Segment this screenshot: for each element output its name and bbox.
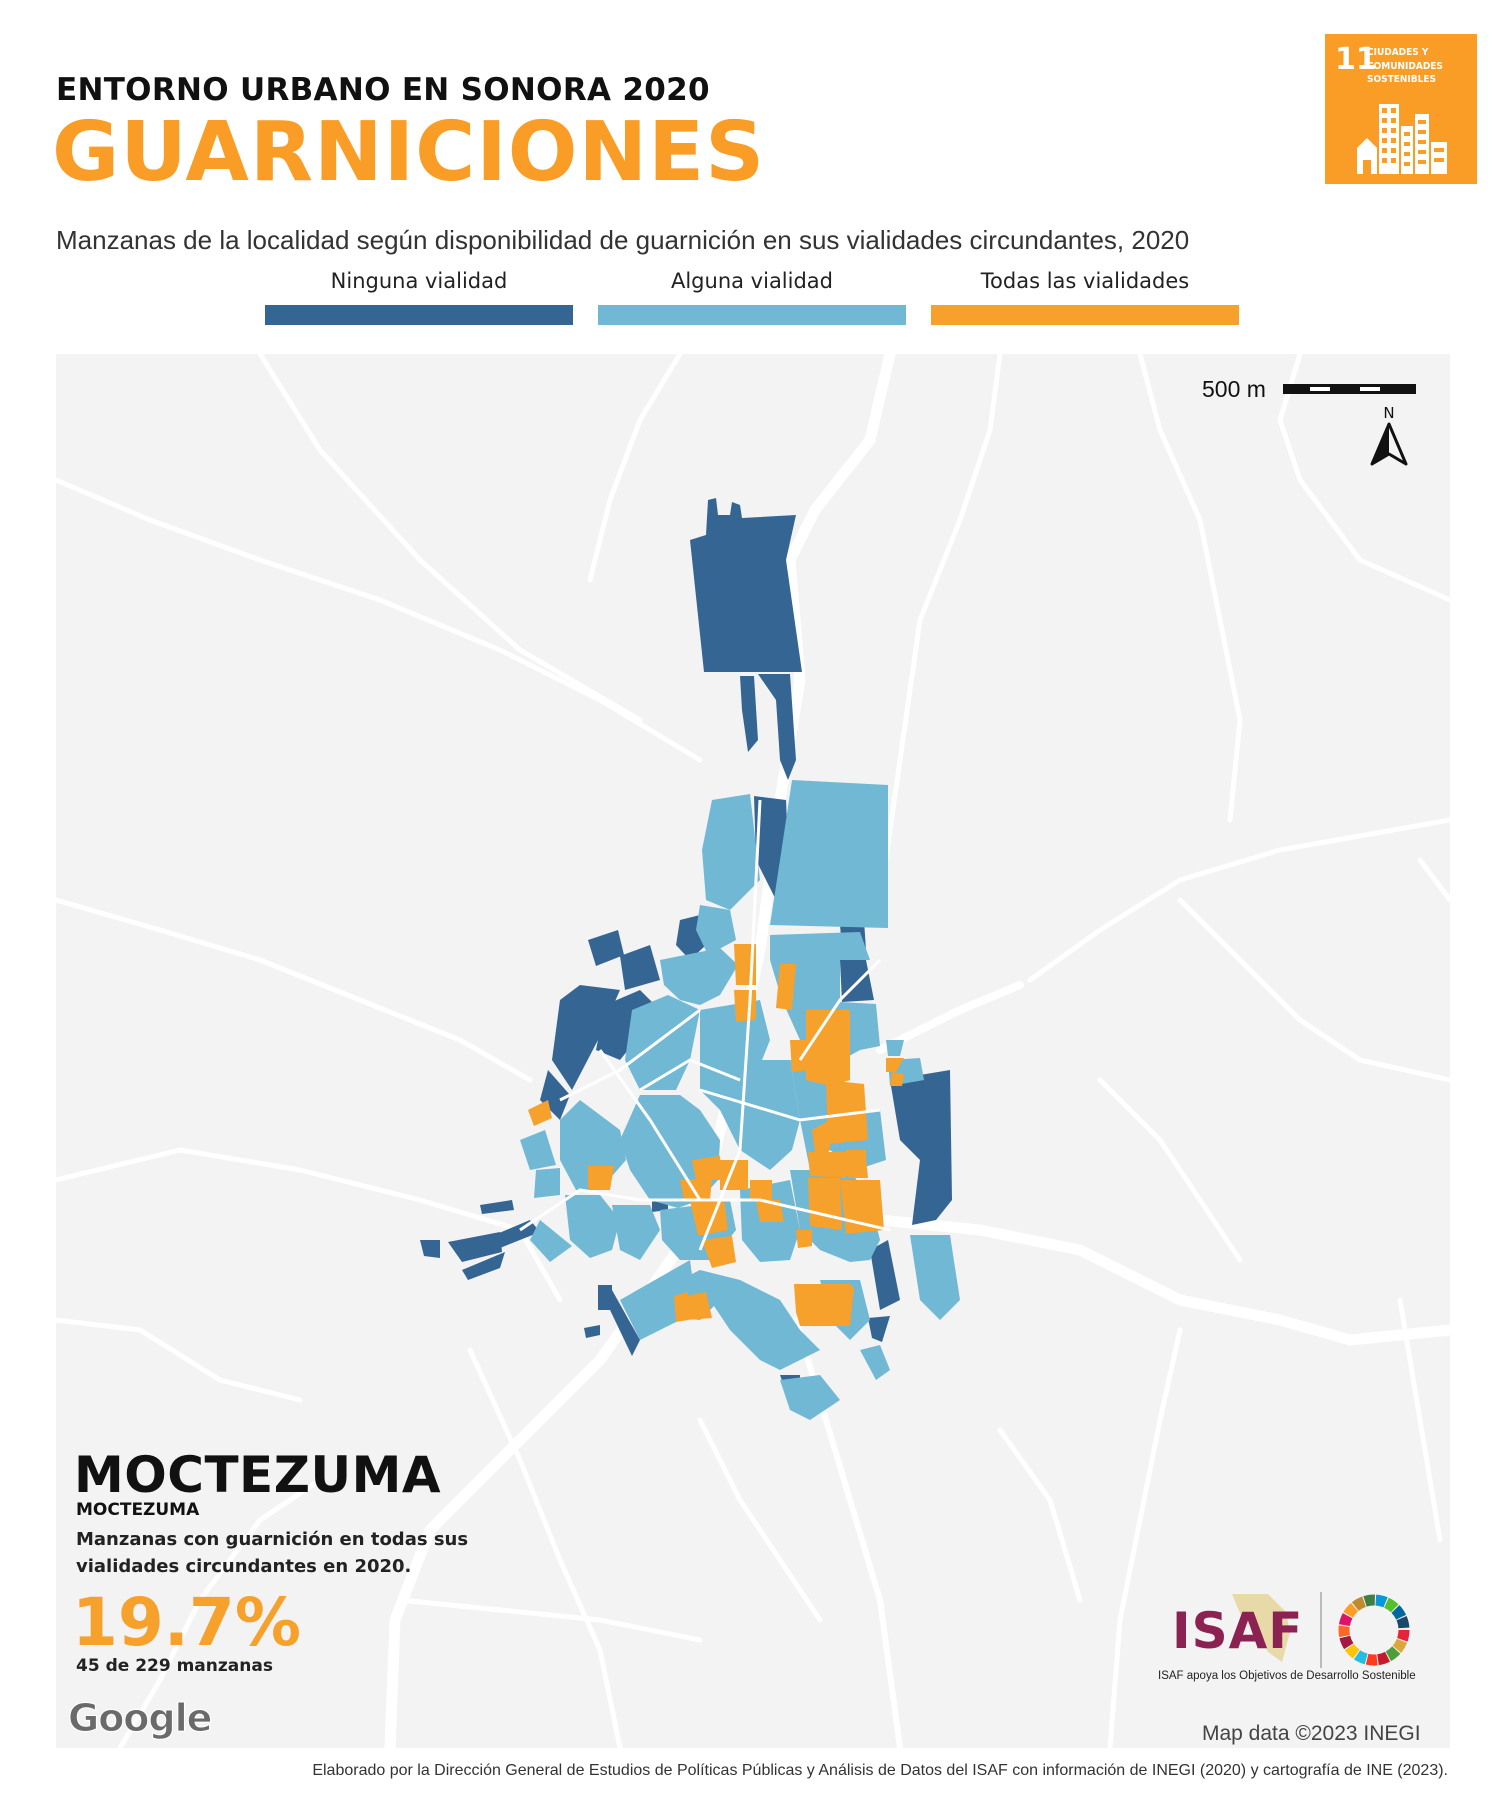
map-attribution: Map data ©2023 INEGI (1202, 1722, 1421, 1745)
scale-label: 500 m (1202, 376, 1266, 402)
map-subtitle: Manzanas de la localidad según disponibi… (56, 225, 1190, 255)
isaf-tagline: ISAF apoya los Objetivos de Desarrollo S… (1158, 1670, 1416, 1682)
map-canvas[interactable] (56, 354, 1450, 1748)
north-label: N (1383, 404, 1394, 422)
locality-name: MOCTEZUMA (76, 1500, 200, 1520)
legend-label: Ninguna vialidad (330, 269, 508, 293)
legend-item-ninguna: Ninguna vialidad (265, 269, 573, 325)
sdg-label: CIUDADES Y COMUNIDADES SOSTENIBLES (1367, 47, 1443, 85)
sonora-map-icon (1232, 1594, 1290, 1662)
city-buildings-icon (1357, 104, 1447, 174)
logo-divider (1320, 1592, 1322, 1668)
indicator-count: 45 de 229 manzanas (76, 1656, 273, 1676)
legend-swatch (265, 305, 573, 325)
legend-item-alguna: Alguna vialidad (598, 269, 906, 325)
sdg-wheel-icon (1338, 1594, 1410, 1666)
footer-credit: Elaborado por la Dirección General de Es… (312, 1762, 1448, 1779)
sdg-number: 11 (1335, 42, 1377, 77)
indicator-description: Manzanas con guarnición en todas sus via… (76, 1529, 469, 1577)
municipality-title: MOCTEZUMA (74, 1446, 442, 1504)
page-title: GUARNICIONES (52, 105, 766, 200)
google-logo: Google (67, 1696, 212, 1741)
indicator-percentage: 19.7% (72, 1584, 301, 1661)
legend-swatch (598, 305, 906, 325)
isaf-wordmark: ISAF (1172, 1602, 1304, 1660)
isaf-logo: ISAF ISAF apoya los Objetivos de Desarro… (1158, 1592, 1448, 1692)
legend-item-todas: Todas las vialidades (931, 269, 1239, 325)
north-arrow-icon: N (1370, 404, 1408, 466)
map-graphic[interactable] (56, 354, 1450, 1748)
sdg-11-badge: 11 CIUDADES Y COMUNIDADES SOSTENIBLES (1325, 34, 1477, 184)
header-kicker: ENTORNO URBANO EN SONORA 2020 (56, 72, 710, 108)
legend-swatch (931, 305, 1239, 325)
legend-label: Todas las vialidades (980, 269, 1190, 293)
legend-label: Alguna vialidad (670, 269, 834, 293)
block-separators (519, 799, 891, 1251)
scale-bar (1283, 384, 1416, 394)
